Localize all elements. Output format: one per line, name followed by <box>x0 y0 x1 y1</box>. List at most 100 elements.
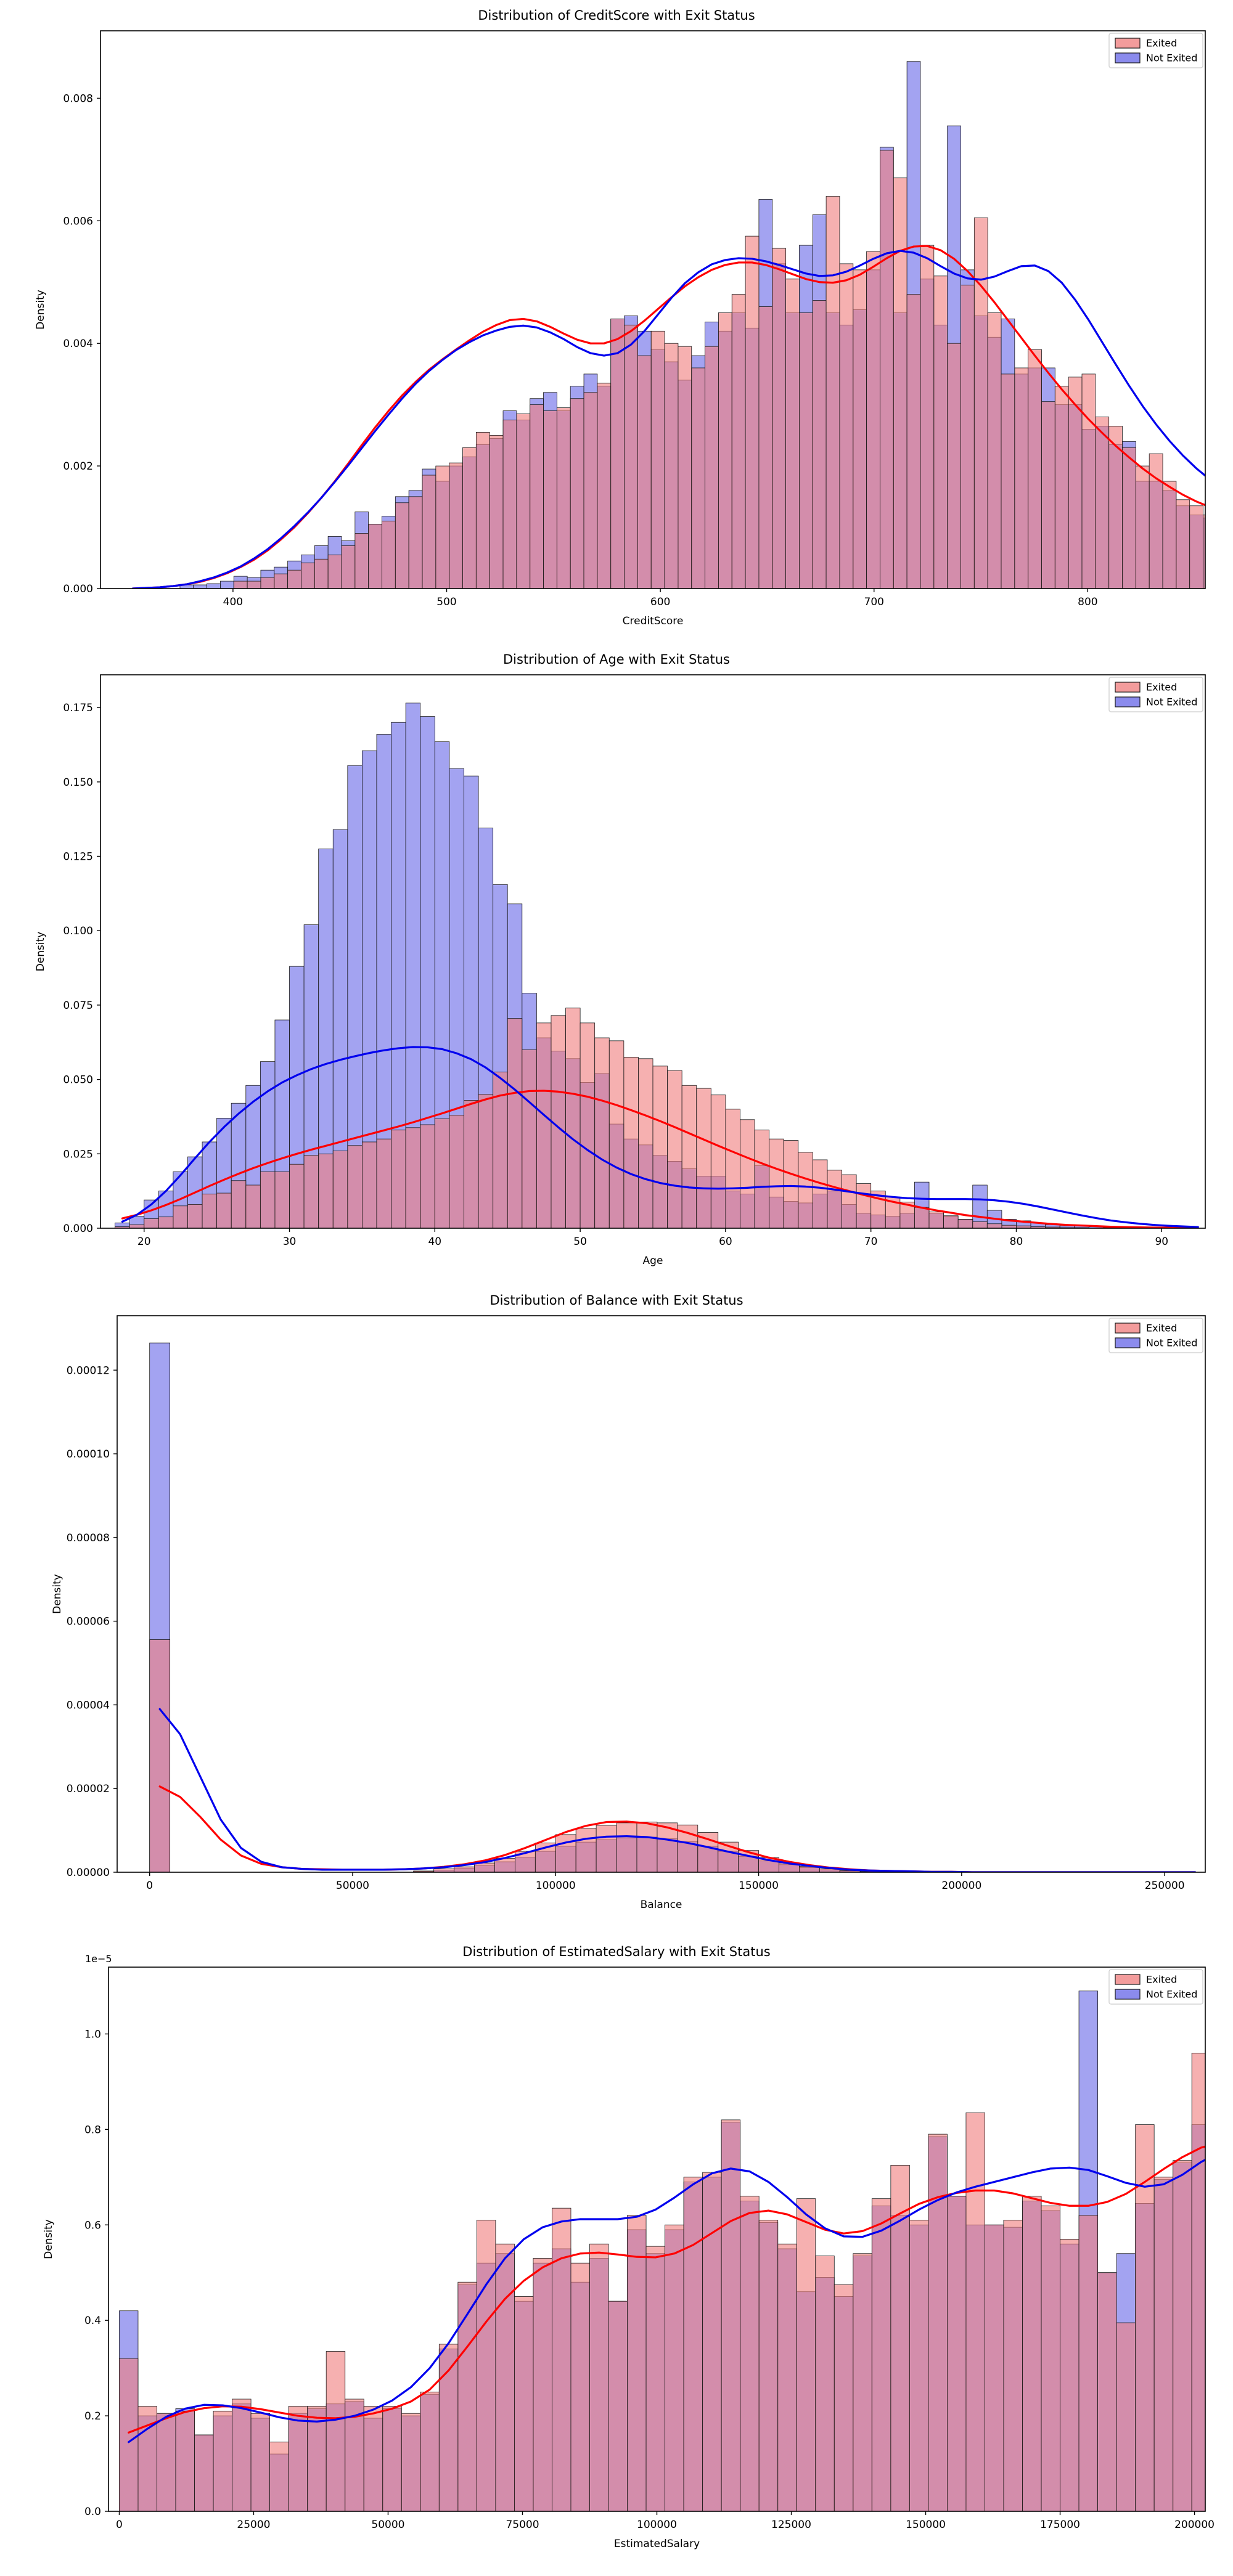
histogram-bar <box>740 2196 760 2511</box>
histogram-bar <box>754 1130 770 1228</box>
histogram-bar <box>796 2198 816 2511</box>
x-tick-label: 800 <box>1078 596 1097 608</box>
histogram-bar <box>664 343 679 589</box>
y-tick-label: 0.00006 <box>67 1616 110 1628</box>
histogram-bar <box>522 1049 537 1228</box>
histogram-bar <box>391 1130 406 1228</box>
histogram-bar <box>769 1138 784 1228</box>
kde-curve-not-exited <box>158 1708 1197 1872</box>
histogram-bar <box>740 1119 755 1228</box>
histogram-bar <box>149 1639 171 1872</box>
histogram-bar <box>783 1140 799 1228</box>
histogram-bar <box>1054 386 1069 589</box>
histogram-bar <box>710 1094 726 1228</box>
x-tick-label: 20 <box>137 1236 151 1248</box>
histogram-bar <box>332 1151 348 1228</box>
plot-area <box>131 61 1230 589</box>
histogram-bar <box>408 496 423 589</box>
histogram-bar <box>489 434 504 589</box>
histogram-bar <box>341 545 356 589</box>
histogram-bar <box>536 1022 552 1228</box>
histogram-bar <box>454 1866 475 1872</box>
y-tick-label: 0.00012 <box>67 1364 110 1377</box>
legend-swatch-exited <box>1115 1974 1141 1985</box>
kde-curve-exited <box>128 2145 1205 2434</box>
histogram-bar <box>232 2399 252 2511</box>
y-tick-label: 0.075 <box>63 1000 93 1012</box>
legend-label: Exited <box>1146 1323 1177 1334</box>
histogram-bar <box>1211 2117 1230 2511</box>
histogram-bar <box>758 306 773 589</box>
histogram-bar <box>777 2243 797 2511</box>
histogram-bar <box>464 1099 479 1228</box>
histogram-bar <box>245 1184 261 1228</box>
histogram-bar <box>678 346 692 589</box>
histogram-bar <box>1229 2139 1233 2511</box>
histogram-bar <box>543 410 557 589</box>
histogram-bar <box>594 1037 610 1228</box>
histogram-bar <box>1060 2239 1079 2511</box>
x-axis-label: EstimatedSalary <box>614 2538 700 2550</box>
histogram-bar <box>368 524 382 589</box>
y-tick-label: 0.150 <box>63 776 93 789</box>
histogram-bar <box>947 2196 967 2511</box>
chart-title: Distribution of Age with Exit Status <box>503 652 730 667</box>
x-tick-label: 125000 <box>771 2519 811 2531</box>
legend-swatch-exited <box>1115 38 1141 49</box>
histogram-bar <box>596 1825 617 1872</box>
x-tick-label: 90 <box>1155 1236 1168 1248</box>
legend-label: Exited <box>1146 682 1177 693</box>
histogram-bar <box>478 1094 494 1228</box>
histogram-bar <box>158 1217 174 1228</box>
histogram-bar <box>943 1215 959 1228</box>
histogram-bar <box>462 447 477 589</box>
x-tick-label: 75000 <box>506 2519 539 2531</box>
histogram-bar <box>871 2198 891 2511</box>
plot-area <box>115 703 1199 1228</box>
y-tick-label: 0.000 <box>63 583 93 595</box>
legend: Exited Not Exited <box>1108 1318 1203 1353</box>
x-tick-label: 200000 <box>941 1880 981 1892</box>
x-tick-label: 150000 <box>906 2519 946 2531</box>
histogram-bar <box>1216 518 1230 589</box>
histogram-bar <box>449 462 463 589</box>
x-tick-label: 400 <box>223 596 243 608</box>
histogram-bar <box>597 383 612 589</box>
chart-panel-creditscore: Distribution of CreditScore with Exit St… <box>0 0 1233 644</box>
y-tick-label: 0.125 <box>63 851 93 863</box>
x-tick-label: 250000 <box>1145 1880 1185 1892</box>
histogram-bar <box>718 312 732 589</box>
histogram-bar <box>260 577 275 589</box>
chart-panel-balance: Distribution of Balance with Exit Status… <box>0 1285 1233 1929</box>
histogram-bar <box>474 1862 495 1872</box>
histogram-bar <box>175 2410 195 2511</box>
x-tick-label: 200000 <box>1174 2519 1215 2531</box>
histogram-bar <box>327 554 342 589</box>
histogram-bar <box>575 1828 597 1872</box>
histogram-bar <box>623 1056 639 1228</box>
histogram-bar <box>920 245 935 589</box>
legend-swatch-not-exited <box>1115 696 1141 707</box>
y-tick-label: 0.00000 <box>67 1867 110 1879</box>
histogram-bar <box>1191 2053 1205 2511</box>
y-tick-label: 0.8 <box>84 2124 101 2136</box>
histogram-bar <box>382 2406 402 2511</box>
histogram-bar <box>354 533 369 589</box>
y-tick-label: 0.000 <box>63 1223 93 1235</box>
legend-swatch-exited <box>1115 682 1141 693</box>
chart-panel-estimatedsalary: Distribution of EstimatedSalary with Exi… <box>0 1929 1233 2576</box>
x-tick-label: 50000 <box>336 1880 369 1892</box>
axes-frame <box>117 1315 1206 1873</box>
x-tick-label: 80 <box>1010 1236 1023 1248</box>
histogram-bar <box>1097 2272 1117 2511</box>
histogram-bar <box>785 279 800 589</box>
chart-title: Distribution of Balance with Exit Status <box>490 1293 743 1308</box>
histogram-bar <box>638 1058 653 1228</box>
histogram-bar <box>1014 367 1029 589</box>
legend: Exited Not Exited <box>1108 1969 1203 2005</box>
histogram-bar <box>516 414 531 589</box>
x-axis-label: Age <box>643 1255 663 1267</box>
histogram-bar <box>986 1223 1002 1228</box>
x-tick-label: 50000 <box>371 2519 404 2531</box>
kde-curve-not-exited <box>121 1046 1199 1228</box>
